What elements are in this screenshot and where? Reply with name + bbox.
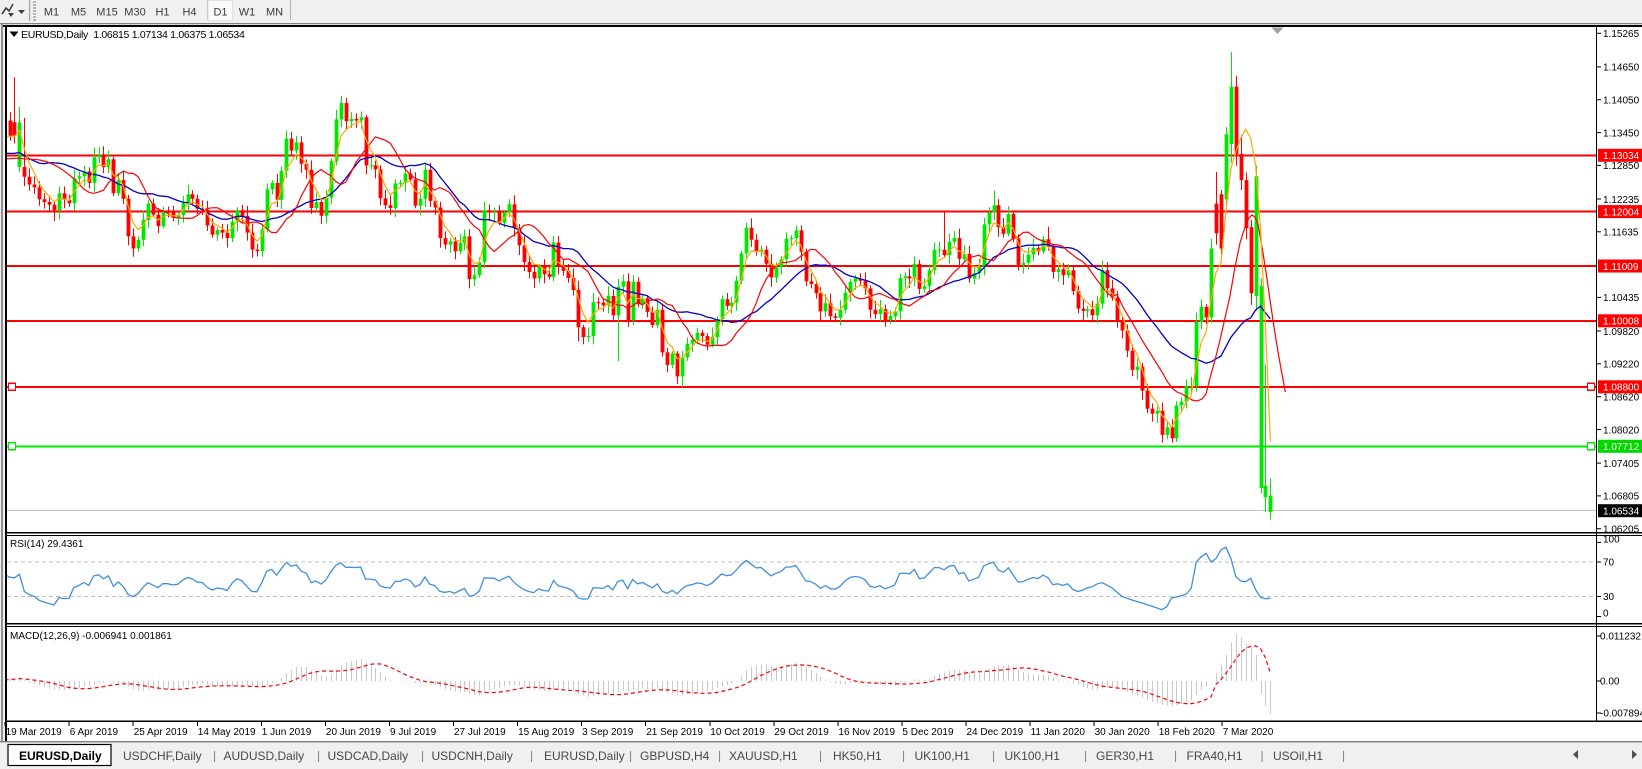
svg-text:|: | bbox=[902, 749, 905, 763]
svg-text:7 Mar 2020: 7 Mar 2020 bbox=[1223, 727, 1274, 738]
svg-text:1.11635: 1.11635 bbox=[1603, 228, 1639, 239]
svg-text:1.10008: 1.10008 bbox=[1603, 317, 1640, 328]
svg-text:0.011232: 0.011232 bbox=[1600, 632, 1641, 643]
svg-text:UK100,H1: UK100,H1 bbox=[1005, 749, 1061, 763]
svg-text:70: 70 bbox=[1603, 558, 1615, 569]
svg-text:1.07405: 1.07405 bbox=[1603, 459, 1640, 470]
svg-text:5 Dec 2019: 5 Dec 2019 bbox=[902, 727, 954, 738]
svg-text:M15: M15 bbox=[96, 7, 117, 19]
svg-text:H4: H4 bbox=[182, 7, 196, 19]
svg-text:MACD(12,26,9) -0.006941 0.0018: MACD(12,26,9) -0.006941 0.001861 bbox=[10, 631, 172, 642]
svg-text:XAUUSD,H1: XAUUSD,H1 bbox=[729, 749, 798, 763]
svg-text:D1: D1 bbox=[213, 7, 227, 19]
svg-text:-0.007894: -0.007894 bbox=[1600, 709, 1642, 720]
svg-text:0: 0 bbox=[1603, 609, 1609, 620]
svg-text:27 Jul 2019: 27 Jul 2019 bbox=[454, 727, 506, 738]
svg-text:9 Jul 2019: 9 Jul 2019 bbox=[390, 727, 437, 738]
svg-text:30 Jan 2020: 30 Jan 2020 bbox=[1095, 727, 1150, 738]
svg-text:1.10435: 1.10435 bbox=[1603, 293, 1640, 304]
svg-text:29 Oct 2019: 29 Oct 2019 bbox=[774, 727, 829, 738]
svg-text:GBPUSD,H4: GBPUSD,H4 bbox=[640, 749, 710, 763]
svg-text:10 Oct 2019: 10 Oct 2019 bbox=[710, 727, 765, 738]
svg-text:14 May 2019: 14 May 2019 bbox=[198, 727, 256, 738]
svg-text:1.08620: 1.08620 bbox=[1603, 393, 1640, 404]
svg-text:1.06205: 1.06205 bbox=[1603, 525, 1640, 536]
svg-text:24 Dec 2019: 24 Dec 2019 bbox=[967, 727, 1024, 738]
svg-text:100: 100 bbox=[1603, 534, 1620, 545]
svg-text:1 Jun 2019: 1 Jun 2019 bbox=[262, 727, 312, 738]
svg-text:USDCHF,Daily: USDCHF,Daily bbox=[123, 749, 202, 763]
svg-text:3 Sep 2019: 3 Sep 2019 bbox=[582, 727, 634, 738]
svg-text:|: | bbox=[1342, 749, 1345, 763]
svg-text:H1: H1 bbox=[155, 7, 169, 19]
svg-text:1.09220: 1.09220 bbox=[1603, 360, 1640, 371]
svg-text:RSI(14) 29.4361: RSI(14) 29.4361 bbox=[10, 539, 84, 550]
svg-text:UK100,H1: UK100,H1 bbox=[915, 749, 971, 763]
svg-text:|: | bbox=[629, 749, 632, 763]
svg-text:|: | bbox=[317, 749, 320, 763]
svg-text:1.08020: 1.08020 bbox=[1603, 425, 1640, 436]
svg-text:GER30,H1: GER30,H1 bbox=[1096, 749, 1154, 763]
svg-text:|: | bbox=[213, 749, 216, 763]
svg-text:1.07712: 1.07712 bbox=[1603, 442, 1640, 453]
svg-text:1.14650: 1.14650 bbox=[1603, 63, 1640, 74]
svg-text:USOil,H1: USOil,H1 bbox=[1273, 749, 1323, 763]
svg-text:|: | bbox=[421, 749, 424, 763]
svg-text:EURUSD,Daily: EURUSD,Daily bbox=[19, 749, 102, 763]
svg-text:USDCNH,Daily: USDCNH,Daily bbox=[432, 749, 513, 763]
svg-text:AUDUSD,Daily: AUDUSD,Daily bbox=[224, 749, 305, 763]
svg-text:|: | bbox=[1261, 749, 1264, 763]
svg-text:1.15265: 1.15265 bbox=[1603, 29, 1640, 40]
svg-text:20 Jun 2019: 20 Jun 2019 bbox=[326, 727, 381, 738]
svg-text:|: | bbox=[819, 749, 822, 763]
svg-text:1.13034: 1.13034 bbox=[1603, 151, 1640, 162]
svg-text:EURUSD,Daily: EURUSD,Daily bbox=[544, 749, 625, 763]
svg-text:EURUSD,Daily 1.06815 1.07134: EURUSD,Daily 1.06815 1.07134 1.06375 1.0… bbox=[21, 29, 245, 41]
svg-text:|: | bbox=[530, 749, 533, 763]
svg-text:|: | bbox=[992, 749, 995, 763]
svg-text:|: | bbox=[1084, 749, 1087, 763]
svg-text:1.13450: 1.13450 bbox=[1603, 128, 1640, 139]
svg-text:HK50,H1: HK50,H1 bbox=[833, 749, 882, 763]
svg-text:USDCAD,Daily: USDCAD,Daily bbox=[328, 749, 409, 763]
svg-text:6 Apr 2019: 6 Apr 2019 bbox=[70, 727, 119, 738]
svg-text:1.08800: 1.08800 bbox=[1603, 383, 1640, 394]
svg-text:MN: MN bbox=[266, 7, 283, 19]
svg-text:M1: M1 bbox=[44, 7, 59, 19]
svg-text:1.06805: 1.06805 bbox=[1603, 492, 1640, 503]
svg-text:M5: M5 bbox=[71, 7, 86, 19]
svg-text:1.06534: 1.06534 bbox=[1603, 507, 1640, 518]
svg-text:1.14050: 1.14050 bbox=[1603, 96, 1640, 107]
svg-text:1.12004: 1.12004 bbox=[1603, 207, 1640, 218]
svg-text:W1: W1 bbox=[239, 7, 256, 19]
svg-text:19 Mar 2019: 19 Mar 2019 bbox=[6, 727, 63, 738]
svg-text:30: 30 bbox=[1603, 592, 1615, 603]
svg-text:1.09820: 1.09820 bbox=[1603, 327, 1640, 338]
svg-text:|: | bbox=[718, 749, 721, 763]
svg-text:1.11009: 1.11009 bbox=[1603, 262, 1639, 273]
svg-text:11 Jan 2020: 11 Jan 2020 bbox=[1031, 727, 1086, 738]
svg-text:0.00: 0.00 bbox=[1600, 677, 1620, 688]
svg-text:FRA40,H1: FRA40,H1 bbox=[1187, 749, 1243, 763]
svg-text:1.12235: 1.12235 bbox=[1603, 195, 1640, 206]
svg-text:16 Nov 2019: 16 Nov 2019 bbox=[838, 727, 895, 738]
svg-text:|: | bbox=[1174, 749, 1177, 763]
svg-text:25 Apr 2019: 25 Apr 2019 bbox=[134, 727, 188, 738]
svg-text:1.12850: 1.12850 bbox=[1603, 161, 1640, 172]
svg-text:15 Aug 2019: 15 Aug 2019 bbox=[518, 727, 575, 738]
svg-text:21 Sep 2019: 21 Sep 2019 bbox=[646, 727, 703, 738]
svg-text:18 Feb 2020: 18 Feb 2020 bbox=[1159, 727, 1216, 738]
svg-text:M30: M30 bbox=[124, 7, 145, 19]
